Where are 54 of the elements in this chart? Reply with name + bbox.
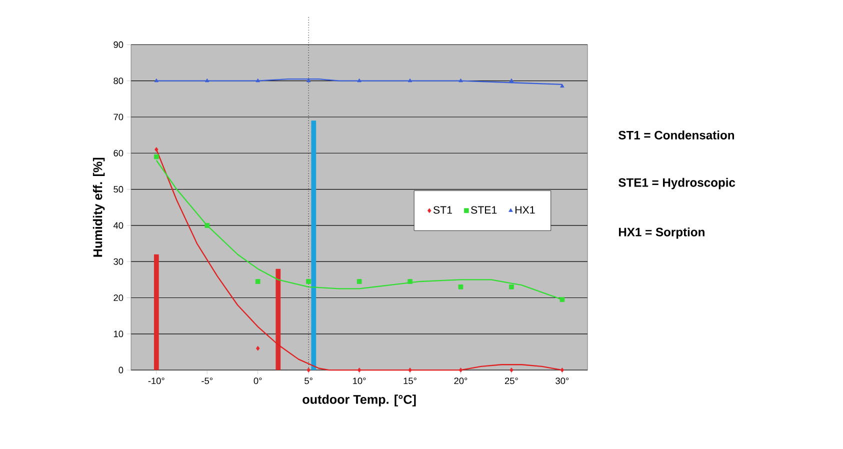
x-tick-label: -5° <box>202 378 213 384</box>
x-tick-label: 15° <box>404 378 416 384</box>
legend-label: ST1 <box>433 206 452 214</box>
point <box>357 78 362 82</box>
point <box>458 368 463 373</box>
y-tick-label: 70 <box>114 114 124 120</box>
bar <box>154 254 159 370</box>
x-tick-label: 30° <box>556 378 569 384</box>
point <box>154 147 158 152</box>
point <box>255 279 260 284</box>
y-tick-label: 90 <box>114 42 124 48</box>
y-axis-title: Humidity eff. [%] <box>92 158 105 257</box>
y-tick-label: 20 <box>114 294 124 302</box>
point <box>458 78 463 82</box>
y-tick-label: 50 <box>114 186 124 193</box>
x-tick-label: 10° <box>353 378 366 384</box>
point <box>256 346 260 351</box>
point <box>204 223 210 228</box>
point <box>356 279 362 284</box>
point <box>509 284 514 290</box>
point <box>560 368 564 373</box>
point <box>256 78 260 82</box>
y-tick-label: 40 <box>113 222 124 229</box>
point <box>154 78 159 82</box>
x-tick-label: -10° <box>148 378 164 384</box>
bar <box>311 120 316 370</box>
x-tick-label: 25° <box>504 378 518 384</box>
x-axis-title: outdoor Temp. [°C] <box>302 394 416 406</box>
point <box>408 279 412 284</box>
point <box>458 284 464 290</box>
text: STE1 = Hydroscopic <box>618 178 736 190</box>
text: ST1 = Condensation <box>618 130 734 140</box>
y-tick-label: 60 <box>114 150 124 157</box>
point <box>357 368 362 373</box>
y-tick-label: 0 <box>118 366 124 374</box>
point <box>510 368 514 373</box>
legend-label: HX1 <box>515 206 535 214</box>
x-tick-label: 0° <box>254 378 262 384</box>
point <box>509 78 514 82</box>
x-tick-label: 5° <box>304 378 312 384</box>
legend-label: STE1 <box>471 206 497 214</box>
y-tick-label: 80 <box>114 78 124 84</box>
x-tick-label: 20° <box>454 378 468 384</box>
y-tick-label: 10 <box>114 330 124 338</box>
point <box>560 297 565 302</box>
point <box>306 279 311 284</box>
point <box>408 78 412 82</box>
point <box>205 78 210 82</box>
text: HX1 = Sorption <box>618 228 704 239</box>
y-tick-label: 30 <box>114 258 124 265</box>
point <box>306 368 310 373</box>
point <box>560 84 564 88</box>
point <box>154 154 159 160</box>
point <box>408 368 412 373</box>
